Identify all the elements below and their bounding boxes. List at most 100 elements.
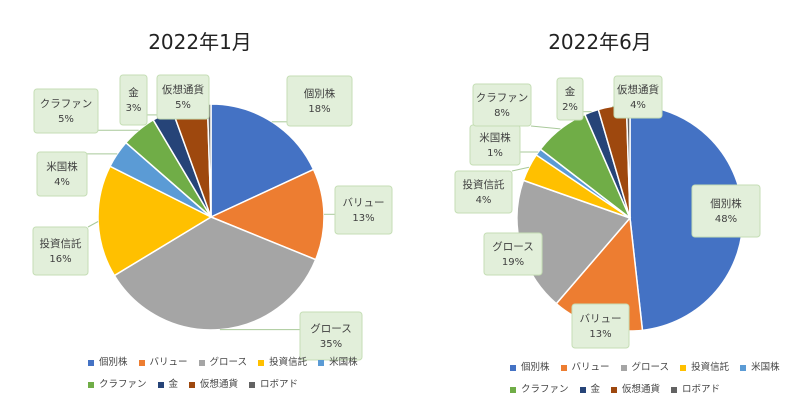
data-label-category: 金 — [128, 86, 139, 99]
pie-svg: 個別株 18% バリュー 13% グロース 35% 投資信託 16% 米国株 4% クラファン 5% 金… — [32, 74, 393, 361]
callout-box — [469, 124, 521, 166]
data-label-callout: 金 3% — [119, 74, 163, 126]
legend-item: 仮想通貨 — [611, 383, 660, 396]
legend-item: 個別株 — [88, 356, 128, 369]
data-label-callout: 仮想通貨 5% — [156, 74, 210, 120]
legend-item: 米国株 — [318, 356, 358, 369]
data-label-callout: グロース 35% — [219, 311, 363, 361]
data-label-category: 個別株 — [710, 197, 742, 210]
legend-label: グロース — [631, 362, 670, 373]
data-label-callout: バリュー 13% — [324, 185, 393, 235]
data-label-value: 4% — [54, 177, 70, 188]
legend-label: ロボアド — [260, 379, 299, 390]
data-label-value: 4% — [476, 195, 492, 206]
legend-swatch — [680, 364, 687, 371]
chart-title: 2022年6月 — [548, 30, 652, 54]
legend-swatch — [249, 381, 256, 388]
legend-item: ロボアド — [249, 378, 298, 391]
callout-box — [472, 83, 532, 127]
data-label-category: 米国株 — [479, 131, 511, 144]
data-label-callout: 米国株 1% — [469, 124, 539, 166]
data-label-callout: バリュー 13% — [571, 303, 630, 349]
legend-label: 仮想通貨 — [622, 384, 661, 395]
data-label-category: バリュー — [343, 197, 385, 209]
data-label-category: 投資信託 — [40, 237, 82, 250]
data-label-value: 19% — [502, 257, 524, 268]
legend-label: ロボアド — [682, 384, 721, 395]
data-label-callout: 米国株 4% — [36, 151, 118, 197]
leader-line — [530, 125, 561, 130]
legend-item: 金 — [157, 378, 179, 391]
callout-box — [454, 170, 513, 214]
chart-2022-01: 2022年1月 個別株 18% バリュー 13% グロース 35% 投資信託 16% 米国株 4%… — [32, 30, 393, 391]
data-label-value: 16% — [49, 254, 71, 265]
legend-swatch — [189, 381, 196, 388]
data-label-value: 4% — [630, 100, 646, 111]
data-label-category: グロース — [310, 322, 351, 335]
callout-box — [691, 184, 761, 238]
legend-label: 投資信託 — [269, 357, 308, 368]
data-label-category: 仮想通貨 — [617, 83, 659, 96]
pie-slices — [516, 104, 744, 332]
legend-row: 個別株 バリュー グロース 投資信託 米国株 — [510, 361, 780, 374]
callout-box — [556, 77, 584, 121]
legend-label: 個別株 — [99, 357, 128, 368]
data-label-callout: 個別株 48% — [691, 184, 761, 238]
data-label-value: 8% — [494, 108, 510, 119]
callout-box — [613, 75, 663, 119]
data-label-value: 1% — [487, 148, 503, 159]
callout-box — [571, 303, 630, 349]
legend-item: グロース — [198, 356, 248, 369]
callout-box — [36, 151, 88, 197]
data-label-callout: 金 2% — [556, 77, 592, 121]
data-label-value: 2% — [562, 102, 578, 113]
data-label-callout: 投資信託 16% — [32, 221, 99, 276]
legend-label: 金 — [168, 379, 179, 390]
callout-box — [334, 185, 393, 235]
data-label-category: 金 — [565, 85, 576, 98]
legend-swatch — [579, 386, 586, 393]
pie-slice-4 — [97, 165, 213, 277]
callout-box — [483, 232, 543, 276]
data-label-value: 13% — [589, 329, 611, 340]
legend-swatch — [88, 381, 94, 388]
legend-swatch — [620, 364, 627, 371]
legend-label: 金 — [590, 384, 601, 395]
chart-2022-06: 2022年6月 個別株 48% バリュー 13% グロース 19% 投資信託 4% 米国株 1% ク… — [400, 0, 800, 411]
legend-swatch — [560, 364, 567, 371]
legend-swatch — [258, 359, 265, 366]
callout-box — [299, 311, 363, 361]
data-label-callout: クラファン 8% — [472, 83, 561, 130]
legend-item: バリュー — [560, 361, 610, 374]
legend-item: クラファン — [510, 383, 569, 396]
callout-box — [119, 74, 148, 126]
legend-label: 個別株 — [521, 362, 550, 373]
data-label-callout: 投資信託 4% — [454, 166, 530, 214]
legend-item: ロボアド — [671, 383, 720, 396]
callout-box — [156, 74, 210, 120]
legend-item: 個別株 — [510, 361, 550, 374]
leader-line — [511, 166, 530, 172]
data-label-category: グロース — [492, 240, 533, 253]
callout-box — [33, 88, 99, 134]
legend-label: 投資信託 — [691, 362, 730, 373]
legend-label: バリュー — [149, 357, 188, 368]
data-label-value: 13% — [352, 213, 374, 224]
legend-item: グロース — [620, 361, 670, 374]
legend-item: 仮想通貨 — [189, 378, 238, 391]
data-label-category: 米国株 — [46, 160, 78, 173]
legend-swatch — [671, 386, 678, 393]
legend-swatch — [740, 364, 747, 371]
data-label-value: 48% — [715, 214, 737, 225]
legend-swatch — [88, 359, 94, 366]
legend-swatch — [510, 386, 516, 393]
data-label-value: 5% — [58, 114, 74, 125]
legend-swatch — [157, 381, 164, 388]
pie-slice-2 — [209, 168, 325, 261]
legend-row: 個別株 バリュー グロース 投資信託 米国株 — [88, 356, 358, 369]
data-label-category: 投資信託 — [463, 178, 505, 191]
legend-item: 米国株 — [740, 361, 780, 374]
legend-label: グロース — [209, 357, 248, 368]
legend-swatch — [611, 386, 618, 393]
data-label-category: クラファン — [40, 98, 93, 110]
